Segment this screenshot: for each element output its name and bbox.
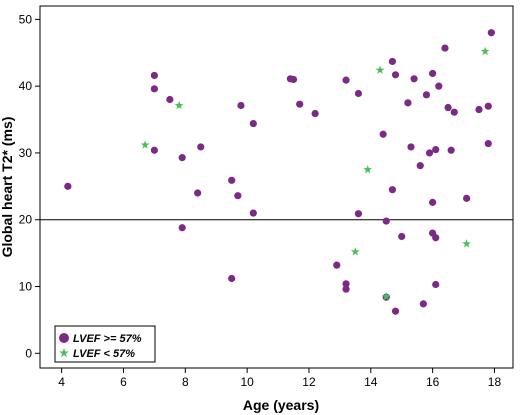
data-point-lvef-high <box>64 182 72 190</box>
data-point-lvef-high <box>178 154 186 162</box>
data-point-lvef-high <box>342 280 350 288</box>
data-point-lvef-high <box>429 198 437 206</box>
data-point-lvef-high <box>432 145 440 154</box>
y-tick-label: 20 <box>19 213 33 227</box>
data-point-lvef-high <box>237 101 245 110</box>
data-point-lvef-high <box>178 224 186 232</box>
data-point-lvef-high <box>354 210 363 218</box>
legend-star-marker <box>59 348 69 358</box>
data-point-lvef-high <box>432 234 440 242</box>
data-point-lvef-high <box>422 91 431 99</box>
y-axis-title: Global heart T2* (ms) <box>0 117 15 258</box>
data-point-lvef-high <box>444 103 452 112</box>
data-point-lvef-low <box>174 100 184 110</box>
y-tick-label: 50 <box>19 12 33 26</box>
data-point-lvef-high <box>333 261 341 269</box>
x-tick-label: 12 <box>302 375 316 389</box>
data-point-lvef-high <box>379 130 387 138</box>
legend: LVEF >= 57% LVEF < 57% <box>54 325 156 363</box>
y-axis-ticks: 0 10 20 30 40 50 <box>19 12 40 360</box>
x-axis-ticks: 4 6 8 10 12 14 16 18 <box>58 368 501 389</box>
data-point-lvef-high <box>484 102 492 110</box>
data-point-lvef-high <box>416 162 424 170</box>
data-point-lvef-high <box>391 71 400 79</box>
data-point-lvef-high <box>166 95 174 104</box>
data-point-lvef-high <box>463 194 471 202</box>
x-axis-title: Age (years) <box>243 397 319 413</box>
x-tick-label: 4 <box>58 375 65 389</box>
legend-label-lvef-high: LVEF >= 57% <box>73 333 142 345</box>
data-point-lvef-high <box>354 89 363 98</box>
data-point-lvef-high <box>391 307 400 315</box>
y-tick-label: 40 <box>19 79 33 93</box>
x-tick-label: 8 <box>182 375 189 389</box>
data-point-lvef-high <box>234 192 242 200</box>
legend-circle-marker <box>59 333 69 343</box>
data-point-lvef-high <box>296 100 304 108</box>
data-point-lvef-high <box>450 108 458 116</box>
data-point-lvef-high <box>432 280 440 289</box>
data-point-lvef-high <box>407 143 415 151</box>
data-point-lvef-high <box>228 274 236 283</box>
data-point-lvef-high <box>311 109 319 118</box>
data-point-lvef-high <box>435 82 443 90</box>
data-point-lvef-high <box>388 186 397 194</box>
data-point-lvef-high <box>249 119 257 128</box>
data-point-lvef-low <box>381 291 391 301</box>
data-point-lvef-high <box>475 105 483 114</box>
data-point-lvef-high <box>194 189 202 197</box>
data-point-lvef-high <box>388 57 397 66</box>
data-points <box>64 29 495 315</box>
data-point-lvef-high <box>382 217 390 225</box>
y-tick-label: 0 <box>25 346 32 360</box>
data-point-lvef-low <box>140 140 150 149</box>
data-point-lvef-low <box>462 239 471 248</box>
data-point-lvef-high <box>429 69 437 78</box>
x-tick-label: 14 <box>364 375 378 389</box>
data-point-lvef-low <box>375 65 385 74</box>
y-tick-label: 30 <box>19 146 33 160</box>
x-tick-label: 10 <box>240 375 254 389</box>
data-point-lvef-high <box>419 300 427 308</box>
legend-box <box>54 325 156 363</box>
plot-frame <box>39 5 514 369</box>
data-point-lvef-low <box>480 46 490 56</box>
data-point-lvef-high <box>410 75 418 83</box>
data-point-lvef-high <box>228 176 236 184</box>
data-point-lvef-low <box>350 247 360 256</box>
data-point-lvef-high <box>441 44 449 52</box>
data-point-lvef-low <box>363 165 373 174</box>
y-tick-label: 10 <box>19 280 33 294</box>
data-point-lvef-high <box>487 29 495 37</box>
x-tick-label: 18 <box>488 375 502 389</box>
data-point-lvef-high <box>398 232 406 241</box>
data-point-lvef-high <box>150 71 158 80</box>
data-point-lvef-high <box>404 99 412 107</box>
data-point-lvef-high <box>150 146 158 154</box>
data-point-lvef-high <box>197 143 205 151</box>
data-point-lvef-high <box>484 139 492 148</box>
data-point-lvef-high <box>150 85 158 93</box>
data-point-lvef-high <box>447 146 455 154</box>
data-point-lvef-high <box>425 149 434 157</box>
data-point-lvef-high <box>249 209 257 217</box>
x-tick-label: 6 <box>120 375 127 389</box>
data-point-lvef-high <box>342 285 350 293</box>
x-tick-label: 16 <box>426 375 440 389</box>
legend-label-lvef-low: LVEF < 57% <box>73 348 135 360</box>
data-point-lvef-high <box>342 76 350 84</box>
data-point-lvef-high <box>289 75 298 84</box>
